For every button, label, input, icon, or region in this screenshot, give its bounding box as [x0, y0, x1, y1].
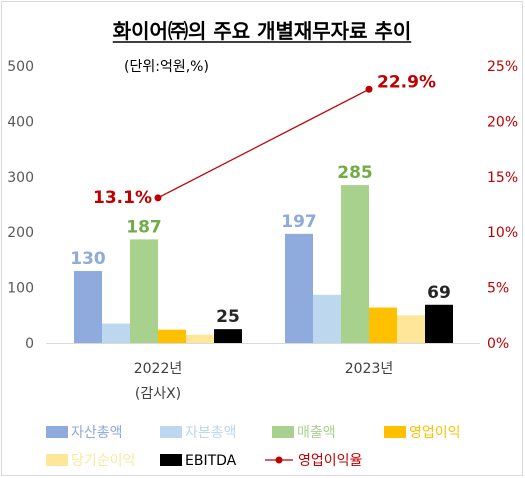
y2-tick-label: 20% — [487, 114, 518, 130]
bar-자본총액 — [102, 323, 130, 343]
bar-data-label: 130 — [70, 249, 106, 269]
y2-tick-label: 5% — [487, 281, 509, 297]
legend-line-marker — [275, 456, 283, 464]
bar-매출액 — [341, 185, 369, 343]
bar-당기순이익 — [186, 334, 214, 343]
legend-swatch — [272, 426, 294, 438]
legend-label: 당기순이익 — [71, 453, 135, 469]
chart-title: 화이어㈜의 주요 개별재무자료 추이 — [113, 19, 412, 43]
x-category-label: 2023년 — [345, 361, 394, 377]
bar-data-label: 25 — [216, 307, 240, 327]
legend-label: 영업이익 — [409, 425, 461, 441]
legend-label: EBITDA — [185, 453, 237, 469]
legend-label: 매출액 — [297, 425, 336, 441]
line-영업이익율 — [157, 88, 370, 199]
bar-영업이익 — [158, 329, 186, 343]
line-point — [365, 85, 373, 93]
y-tick-label: 0 — [25, 336, 34, 352]
line-data-label: 22.9% — [377, 72, 436, 92]
y-tick-label: 100 — [7, 281, 34, 297]
y2-tick-label: 15% — [487, 170, 518, 186]
bar-data-label: 197 — [281, 212, 317, 232]
bar-영업이익 — [369, 307, 397, 343]
bar-data-label: 69 — [427, 283, 451, 303]
bar-자산총액 — [285, 233, 313, 343]
x-category-label: 2022년 — [134, 361, 183, 377]
legend-label: 자산총액 — [71, 425, 123, 441]
line-data-label: 13.1% — [93, 188, 152, 208]
bar-매출액 — [130, 239, 158, 343]
y2-tick-label: 25% — [487, 59, 518, 75]
legend-swatch — [46, 426, 68, 438]
y-tick-label: 200 — [7, 225, 34, 241]
legend-swatch — [160, 426, 182, 438]
y-tick-label: 300 — [7, 170, 34, 186]
legend-swatch — [46, 454, 68, 466]
bar-data-label: 187 — [126, 217, 162, 237]
x-category-note: (감사X) — [135, 386, 181, 402]
y-tick-label: 500 — [7, 59, 34, 75]
legend-swatch — [160, 454, 182, 466]
bar-자본총액 — [313, 294, 341, 343]
bar-EBITDA — [214, 329, 242, 343]
unit-note: (단위:억원,%) — [124, 59, 209, 75]
y-tick-label: 400 — [7, 114, 34, 130]
bar-당기순이익 — [397, 315, 425, 343]
bar-data-label: 285 — [337, 163, 373, 183]
y2-tick-label: 10% — [487, 225, 518, 241]
bar-EBITDA — [425, 304, 453, 343]
bar-자산총액 — [74, 270, 102, 343]
legend-swatch — [384, 426, 406, 438]
line-point — [154, 194, 162, 202]
legend-label: 자본총액 — [185, 425, 237, 441]
legend-label: 영업이익율 — [298, 453, 363, 469]
y2-tick-label: 0% — [487, 336, 509, 352]
